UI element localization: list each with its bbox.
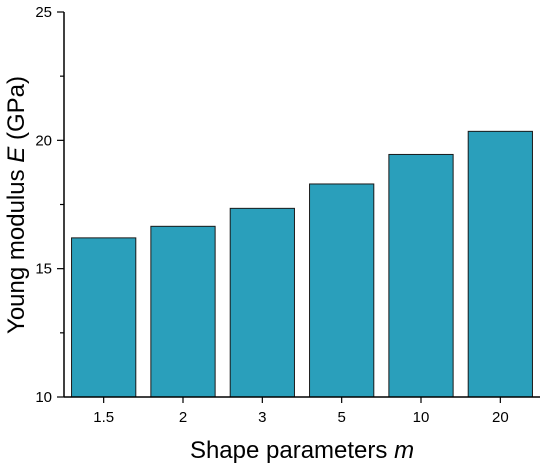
bar-10 [388, 153, 454, 398]
x-tick-label: 2 [179, 409, 187, 426]
x-axis-label-symbol: m [394, 437, 414, 464]
x-tick-label: 3 [258, 409, 266, 426]
y-tick-label: 25 [35, 4, 52, 21]
y-tick-label: 20 [35, 132, 52, 149]
x-axis-label-prefix: Shape parameters [190, 437, 394, 464]
y-axis-label-suffix: (GPa) [3, 76, 30, 147]
bars [71, 130, 533, 398]
y-axis-label-symbol: E [3, 146, 30, 163]
y-axis-label-prefix: Young modulus [3, 163, 30, 334]
ticks: 10 15 20 25 1.5 2 3 5 10 20 [35, 4, 508, 426]
y-tick-label: 15 [35, 261, 52, 278]
bar-5 [309, 183, 375, 398]
bar-1-5 [71, 237, 137, 398]
y-tick-label: 10 [35, 389, 52, 406]
x-tick-label: 10 [413, 409, 430, 426]
bar-20 [467, 130, 533, 398]
x-axis-label: Shape parameters m [190, 437, 414, 464]
bar-2 [150, 225, 216, 398]
x-tick-label: 1.5 [93, 409, 114, 426]
y-axis-label: Young modulus E (GPa) [3, 76, 30, 334]
x-tick-label: 20 [492, 409, 509, 426]
x-tick-label: 5 [337, 409, 345, 426]
bar-3 [229, 207, 295, 398]
